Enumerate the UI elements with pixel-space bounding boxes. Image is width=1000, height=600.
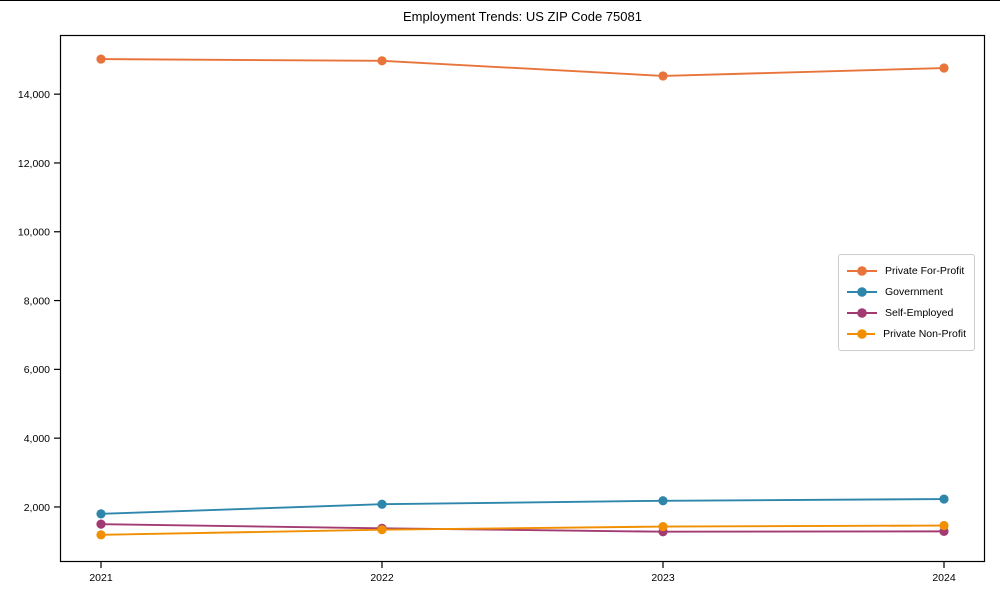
x-tick-label: 2022 bbox=[370, 572, 394, 584]
data-point-marker bbox=[939, 63, 949, 73]
legend-marker-icon bbox=[847, 265, 877, 276]
x-tick-label: 2023 bbox=[651, 572, 675, 584]
top-border-line bbox=[0, 0, 1000, 2]
legend-marker-icon bbox=[847, 329, 876, 340]
data-point-marker bbox=[377, 499, 387, 509]
plot-border bbox=[59, 34, 986, 563]
legend-marker-icon bbox=[847, 308, 877, 318]
data-point-marker bbox=[658, 521, 668, 532]
data-point-marker bbox=[377, 56, 387, 66]
series-line bbox=[100, 524, 945, 536]
legend-item: Private Non-Profit bbox=[847, 328, 966, 340]
data-point-marker bbox=[658, 496, 668, 506]
legend-label: Private Non-Profit bbox=[883, 328, 966, 341]
series-line bbox=[100, 523, 945, 533]
data-point-marker bbox=[939, 494, 949, 504]
chart-title: Employment Trends: US ZIP Code 75081 bbox=[403, 9, 642, 24]
x-tick-label: 2021 bbox=[89, 572, 113, 584]
legend-label: Government bbox=[885, 285, 943, 298]
legend-dot-sample bbox=[857, 287, 867, 297]
legend-dot-sample bbox=[857, 265, 867, 276]
series-line bbox=[100, 58, 945, 77]
y-tick-label: 10,000 bbox=[18, 227, 50, 239]
data-point-marker bbox=[96, 509, 106, 519]
data-point-marker bbox=[96, 54, 106, 64]
legend-label: Self-Employed bbox=[885, 307, 954, 320]
y-tick-label: 2,000 bbox=[24, 502, 50, 514]
series-line bbox=[100, 498, 945, 515]
data-point-marker bbox=[377, 525, 387, 535]
y-tick-label: 12,000 bbox=[18, 158, 50, 170]
legend-item: Self-Employed bbox=[847, 307, 966, 319]
legend-dot-sample bbox=[857, 308, 867, 318]
chart-legend: Private For-Profit Government Self-Employe… bbox=[838, 254, 975, 351]
legend-item: Government bbox=[847, 286, 966, 298]
data-point-marker bbox=[96, 530, 106, 540]
y-tick-label: 8,000 bbox=[24, 295, 50, 307]
y-tick-label: 6,000 bbox=[24, 364, 50, 376]
y-tick-label: 4,000 bbox=[24, 433, 50, 445]
y-tick-label: 14,000 bbox=[18, 89, 50, 101]
legend-dot-sample bbox=[857, 329, 867, 340]
legend-label: Private For-Profit bbox=[885, 264, 965, 277]
data-point-marker bbox=[939, 520, 949, 531]
legend-item: Private For-Profit bbox=[847, 265, 966, 277]
data-point-marker bbox=[96, 519, 106, 529]
x-tick-label: 2024 bbox=[932, 572, 956, 584]
legend-marker-icon bbox=[847, 287, 877, 297]
data-point-marker bbox=[658, 71, 668, 81]
